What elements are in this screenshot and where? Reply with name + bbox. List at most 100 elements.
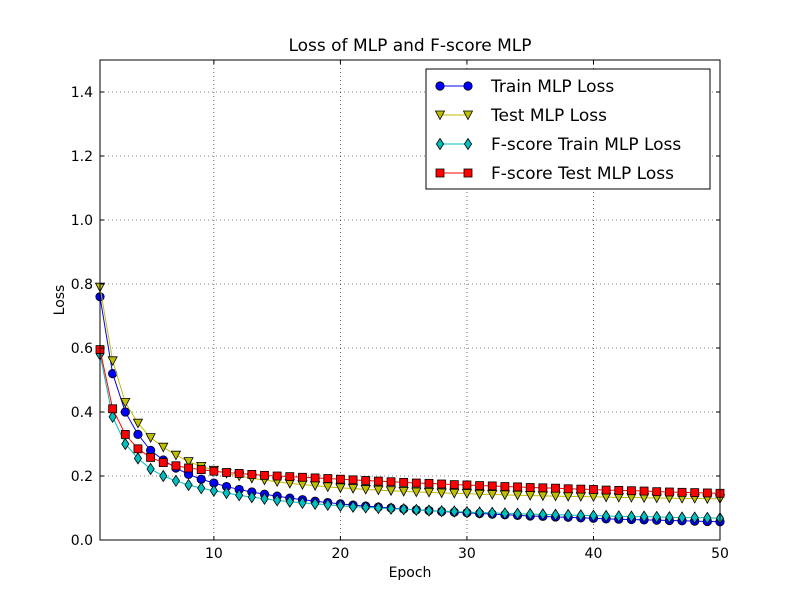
data-point (323, 498, 332, 512)
data-point (260, 492, 269, 505)
data-point (310, 473, 320, 483)
data-point (487, 490, 498, 500)
data-point (273, 494, 282, 507)
data-point (450, 505, 459, 518)
data-point (412, 503, 421, 517)
data-point (209, 466, 219, 476)
data-point (336, 499, 345, 512)
data-point (386, 502, 396, 515)
data-point (260, 470, 269, 480)
data-point (639, 486, 649, 496)
y-tick-label: 0.8 (71, 277, 93, 293)
data-point (234, 469, 244, 478)
data-point (347, 484, 359, 494)
data-point (348, 500, 358, 513)
legend-marker (434, 110, 446, 121)
x-tick-label: 20 (331, 546, 349, 562)
data-point (488, 506, 497, 520)
data-point (336, 474, 345, 484)
data-point (677, 487, 687, 497)
data-point (120, 429, 130, 439)
legend-label: Test MLP Loss (490, 106, 607, 126)
data-point (411, 478, 421, 488)
data-point (222, 486, 231, 500)
data-point (272, 471, 282, 481)
data-point (576, 484, 586, 494)
data-point (513, 507, 522, 520)
legend-marker (463, 81, 473, 91)
y-axis-label: Loss (52, 285, 68, 316)
y-tick-label: 1.0 (71, 213, 93, 229)
legend-item: Test MLP Loss (434, 106, 607, 126)
ticks: 10 20 30 40 50 0.0 0.2 0.4 0.6 0.8 1.0 1.2 1.4 (71, 60, 729, 562)
data-point (183, 457, 194, 467)
data-point (222, 468, 231, 477)
data-point (209, 484, 218, 497)
data-point (563, 484, 573, 494)
data-point (690, 511, 699, 524)
data-point (159, 469, 168, 483)
data-point (335, 483, 346, 494)
data-point (690, 488, 700, 498)
data-point (399, 477, 409, 487)
y-tick-label: 1.2 (71, 149, 93, 165)
legend-marker (435, 81, 445, 91)
data-point (564, 508, 573, 522)
data-point (108, 410, 117, 424)
data-point (437, 504, 446, 518)
data-point (424, 478, 434, 488)
data-point (121, 437, 130, 451)
data-point (398, 486, 409, 497)
data-point (601, 485, 611, 495)
data-point (526, 507, 535, 521)
data-point (652, 510, 661, 524)
y-tick-label: 0.6 (71, 341, 93, 357)
data-point (627, 486, 636, 496)
data-point (449, 480, 459, 490)
series-line (99, 287, 720, 500)
x-tick-label: 10 (205, 546, 223, 562)
data-point (373, 476, 383, 486)
data-point (132, 418, 144, 429)
data-point (551, 483, 560, 493)
data-point (487, 481, 497, 491)
data-point (589, 509, 598, 522)
data-point (170, 450, 182, 461)
data-point (158, 442, 169, 453)
data-point (285, 495, 294, 508)
plot-frame (99, 59, 721, 541)
data-point (108, 404, 118, 414)
legend-marker (462, 110, 474, 121)
data-point (311, 497, 320, 511)
series-line (99, 349, 721, 494)
legend-item: F-score Test MLP Loss (435, 164, 674, 184)
data-point (145, 433, 156, 443)
data-point (665, 511, 674, 524)
legend: Train MLP Loss Test MLP Loss F-score Train… (425, 68, 711, 190)
legend-item: Train MLP Loss (435, 77, 614, 97)
data-point (551, 508, 560, 521)
data-point (424, 504, 434, 517)
data-point (235, 488, 244, 502)
data-point (462, 480, 472, 490)
x-tick-label: 30 (458, 546, 476, 562)
data-point (702, 488, 712, 498)
legend-marker (435, 137, 445, 151)
legend-box (425, 68, 711, 190)
data-point (361, 501, 370, 514)
data-point (500, 482, 510, 491)
series-layer (94, 282, 726, 527)
legend-marker (435, 168, 445, 178)
data-point (437, 479, 447, 489)
data-point (146, 462, 155, 476)
x-tick-label: 40 (585, 546, 603, 562)
data-point (627, 510, 636, 523)
data-point (461, 489, 473, 499)
data-point (171, 474, 180, 488)
data-point (247, 490, 256, 504)
data-point (614, 510, 623, 523)
data-point (436, 488, 447, 499)
data-point (513, 482, 522, 492)
data-point (171, 461, 181, 471)
data-point (538, 483, 548, 493)
